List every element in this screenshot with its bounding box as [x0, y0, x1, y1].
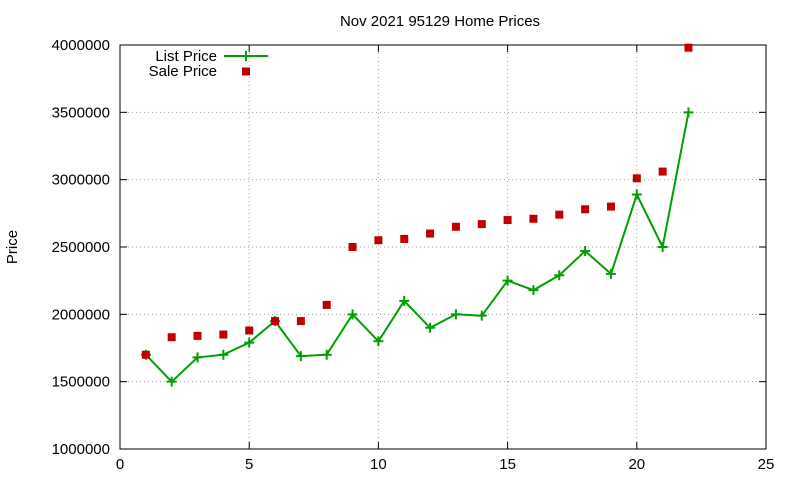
sale-price-point [374, 236, 383, 245]
sale-price-point [167, 333, 176, 342]
list-price-point [580, 246, 591, 257]
x-tick-label: 10 [370, 456, 387, 473]
legend-marker-sale-price [242, 67, 250, 76]
y-tick-label: 3000000 [52, 172, 110, 189]
list-price-point [347, 309, 358, 320]
sale-price-point [141, 350, 150, 359]
sale-price-point [245, 326, 254, 335]
list-price-point [399, 295, 410, 306]
x-tick-label: 20 [628, 456, 645, 473]
sale-price-point [322, 300, 331, 309]
legend-label-sale-price: Sale Price [149, 63, 217, 80]
sale-price-point [451, 222, 460, 231]
list-price-point [502, 275, 513, 286]
list-price-point [244, 337, 255, 348]
sale-price-point [658, 167, 667, 176]
y-tick-label: 2000000 [52, 306, 110, 323]
sale-price-point [684, 43, 693, 52]
sale-price-point [193, 331, 202, 340]
x-axis-tick-labels: 0 5 10 15 20 25 [116, 456, 775, 473]
sale-price-point [426, 229, 435, 238]
sale-price-point [606, 202, 615, 211]
list-price-point [528, 285, 539, 296]
list-price-point [321, 349, 332, 360]
legend: List Price Sale Price [149, 48, 268, 80]
y-tick-label: 4000000 [52, 37, 110, 54]
data-series [140, 43, 694, 387]
y-axis-tick-labels: 1000000 1500000 2000000 2500000 3000000 35000… [52, 37, 110, 458]
y-tick-label: 3500000 [52, 104, 110, 121]
x-tick-label: 0 [116, 456, 124, 473]
y-axis-label: Price [4, 230, 21, 264]
list-price-point [605, 268, 616, 279]
list-price-point [425, 322, 436, 333]
list-price-point [683, 107, 694, 118]
y-tick-label: 1000000 [52, 441, 110, 458]
list-price-point [192, 352, 203, 363]
sale-price-point [555, 210, 564, 219]
list-price-point [373, 336, 384, 347]
list-price-point [631, 189, 642, 200]
chart-title: Nov 2021 95129 Home Prices [340, 13, 540, 30]
y-tick-label: 2500000 [52, 239, 110, 256]
list-price-point [295, 351, 306, 362]
axis-ticks [119, 44, 767, 450]
x-tick-label: 15 [499, 456, 516, 473]
list-price-point [218, 349, 229, 360]
sale-price-point [503, 216, 512, 225]
grid-lines [120, 45, 766, 449]
list-price-point [476, 310, 487, 321]
list-price-point [657, 242, 668, 252]
sale-price-point [296, 317, 305, 326]
sale-price-point [477, 220, 486, 229]
sale-price-point [529, 214, 538, 223]
list-price-point [554, 270, 565, 281]
sale-price-point [271, 317, 280, 326]
series-line-list-price [145, 112, 690, 384]
sale-price-point [632, 174, 641, 183]
sale-price-point [581, 205, 590, 214]
sale-price-point [400, 234, 409, 243]
x-tick-label: 5 [245, 456, 253, 473]
list-price-point [450, 309, 461, 320]
list-price-point [166, 376, 177, 387]
sale-price-point [348, 243, 357, 251]
sale-price-point [219, 330, 228, 339]
x-tick-label: 25 [758, 456, 775, 473]
legend-marker-list-price [241, 51, 251, 61]
legend-label-list-price: List Price [155, 48, 217, 65]
y-tick-label: 1500000 [52, 374, 110, 391]
